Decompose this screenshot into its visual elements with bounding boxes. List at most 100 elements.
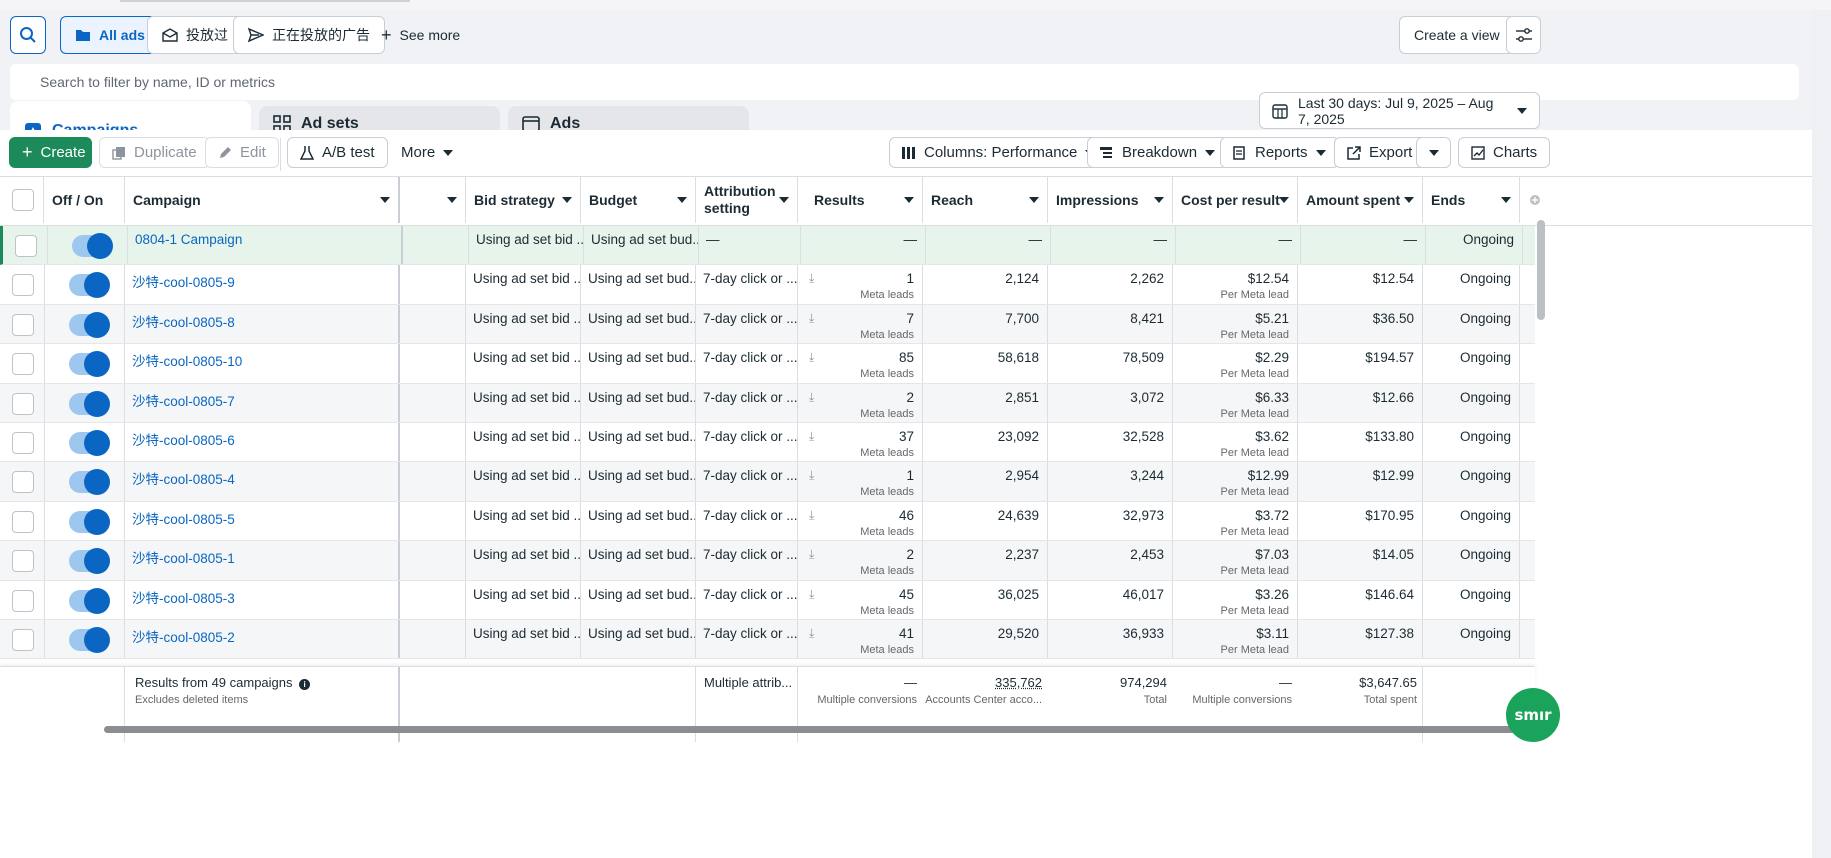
filter-settings-button[interactable] [1506,16,1541,54]
delivery-toggle[interactable] [69,508,110,535]
campaign-name-link[interactable]: 沙特-cool-0805-7 [132,393,235,409]
download-icon[interactable]: ⤓ [809,271,815,286]
table-row[interactable]: 沙特-cool-0805-10 Using ad set bid ... Using… [0,344,1535,384]
delivery-toggle[interactable] [69,311,110,338]
campaign-name-link[interactable]: 沙特-cool-0805-2 [132,630,235,645]
cell-divider [465,501,466,541]
vertical-scrollbar[interactable] [1537,220,1545,320]
table-row[interactable]: 沙特-cool-0805-7 Using ad set bid ... Using … [0,383,1535,423]
row-checkbox[interactable] [12,392,34,415]
table-row[interactable]: 沙特-cool-0805-2 Using ad set bid ... Using … [0,620,1535,660]
table-row[interactable]: 沙特-cool-0805-3 Using ad set bid ... Using … [0,580,1535,620]
campaign-name-link[interactable]: 沙特-cool-0805-6 [132,433,235,448]
table-row[interactable]: 沙特-cool-0805-8 Using ad set bid ... Using … [0,304,1535,345]
more-button[interactable]: More [388,137,467,168]
campaign-name-link[interactable]: 沙特-cool-0805-5 [132,511,235,527]
table-row[interactable]: 沙特-cool-0805-9 Using ad set bid ... Using … [0,265,1535,305]
select-all-checkbox[interactable] [12,189,34,211]
results-count-text: Results from 49 campaigns [135,675,293,690]
campaign-name-link[interactable]: 0804-1 Campaign [135,232,243,247]
campaign-name-link[interactable]: 沙特-cool-0805-9 [132,275,235,291]
see-more-button[interactable]: + See more [366,16,475,54]
col-amount-spent[interactable]: Amount spent [1298,177,1423,223]
row-checkbox[interactable] [12,353,34,376]
delivery-toggle[interactable] [69,430,110,456]
download-icon[interactable]: ⤓ [809,429,815,443]
reach-value: 58,618 [997,350,1039,366]
row-checkbox[interactable] [12,510,34,533]
col-campaign[interactable]: Campaign [125,177,400,223]
col-ends[interactable]: Ends [1423,177,1520,223]
table-row[interactable]: 沙特-cool-0805-5 Using ad set bid ... Using … [0,501,1535,542]
search-button[interactable] [10,16,46,54]
col-cost-per-result[interactable]: Cost per result [1173,177,1298,223]
row-checkbox[interactable] [12,550,34,573]
delivery-toggle[interactable] [69,587,110,614]
create-button[interactable]: + Create [9,137,92,168]
table-row[interactable]: 沙特-cool-0805-4 Using ad set bid ... Using … [0,462,1535,502]
sort-caret-icon [1404,197,1414,203]
bid-strategy-value: Using ad set bid ... [473,626,580,641]
campaign-name-link[interactable]: 沙特-cool-0805-10 [132,354,243,370]
cell-divider [124,383,125,422]
add-column-button[interactable] [1520,177,1550,223]
row-checkbox[interactable] [12,432,34,454]
campaign-name-link[interactable]: 沙特-cool-0805-3 [132,590,235,606]
preset-filter-1[interactable]: 投放过 [147,16,243,54]
reports-button[interactable]: Reports [1220,137,1339,168]
delivery-toggle[interactable] [69,390,110,417]
table-row[interactable]: 0804-1 Campaign Using ad set bid ... Using… [0,226,1535,266]
reach-value: 24,639 [997,507,1039,523]
ab-test-button[interactable]: A/B test [287,137,388,168]
footer-reach-value[interactable]: 335,762 [995,675,1042,690]
download-icon[interactable]: ⤓ [809,626,815,640]
campaign-name-link[interactable]: 沙特-cool-0805-8 [132,314,235,330]
download-icon[interactable]: ⤓ [809,310,815,325]
col-off-on[interactable]: Off / On [44,177,125,223]
row-checkbox[interactable] [12,589,34,612]
horizontal-scrollbar[interactable] [104,726,1524,733]
row-checkbox[interactable] [12,629,34,651]
charts-label: Charts [1493,144,1538,161]
preset-filter-2[interactable]: 正在投放的广告 [233,16,385,54]
date-range-picker[interactable]: Last 30 days: Jul 9, 2025 – Aug 7, 2025 [1259,92,1540,129]
col-budget[interactable]: Budget [581,177,696,223]
col-results[interactable]: Results [798,177,923,223]
create-view-button[interactable]: Create a view [1399,16,1515,54]
download-icon[interactable]: ⤓ [809,389,815,404]
assistant-bubble[interactable]: smır [1506,688,1560,742]
download-icon[interactable]: ⤓ [809,350,815,365]
export-dropdown-button[interactable] [1416,137,1451,168]
col-impressions[interactable]: Impressions [1048,177,1173,223]
bid-strategy-value: Using ad set bid ... [473,468,580,484]
info-icon[interactable]: i [299,679,311,690]
campaign-name-link[interactable]: 沙特-cool-0805-4 [132,472,235,488]
row-checkbox[interactable] [12,274,34,297]
breakdown-button[interactable]: Breakdown [1087,137,1229,168]
table-row[interactable]: 沙特-cool-0805-6 Using ad set bid ... Using … [0,423,1535,463]
row-checkbox[interactable] [12,471,34,494]
col-attribution[interactable]: Attribution setting [696,177,798,223]
row-checkbox[interactable] [15,235,37,257]
campaign-name-link[interactable]: 沙特-cool-0805-1 [132,551,235,567]
download-icon[interactable]: ⤓ [809,507,815,522]
columns-button[interactable]: Columns: Performance [889,137,1109,168]
row-checkbox[interactable] [12,313,34,336]
charts-button[interactable]: Charts [1458,137,1551,168]
delivery-toggle[interactable] [69,548,110,575]
all-ads-button[interactable]: All ads [60,16,160,54]
download-icon[interactable]: ⤓ [809,547,815,562]
col-bid-strategy[interactable]: Bid strategy [466,177,581,223]
delivery-toggle[interactable] [69,469,110,496]
table-row[interactable]: 沙特-cool-0805-1 Using ad set bid ... Using … [0,541,1535,581]
delivery-toggle[interactable] [72,233,113,259]
delivery-toggle[interactable] [69,627,110,653]
col-hidden[interactable] [400,177,466,223]
col-reach[interactable]: Reach [923,177,1048,223]
download-icon[interactable]: ⤓ [809,468,815,483]
edit-button[interactable]: Edit [205,137,279,168]
delivery-toggle[interactable] [69,351,110,378]
duplicate-button[interactable]: Duplicate [99,137,210,168]
download-icon[interactable]: ⤓ [809,586,815,601]
delivery-toggle[interactable] [69,272,110,299]
